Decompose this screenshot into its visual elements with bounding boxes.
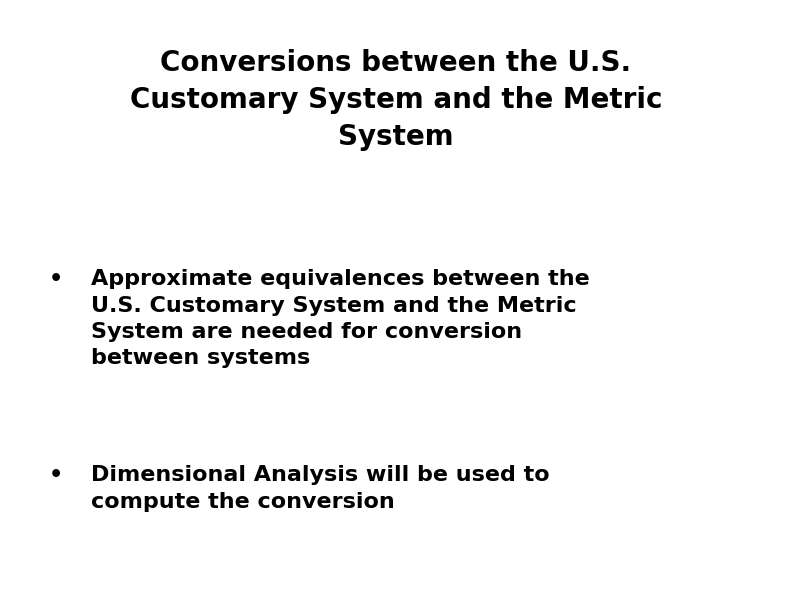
Text: Conversions between the U.S.
Customary System and the Metric
System: Conversions between the U.S. Customary S… bbox=[130, 49, 662, 151]
Text: Dimensional Analysis will be used to
compute the conversion: Dimensional Analysis will be used to com… bbox=[91, 465, 550, 512]
Text: •: • bbox=[48, 465, 63, 485]
Text: •: • bbox=[48, 269, 63, 289]
Text: Approximate equivalences between the
U.S. Customary System and the Metric
System: Approximate equivalences between the U.S… bbox=[91, 269, 590, 368]
